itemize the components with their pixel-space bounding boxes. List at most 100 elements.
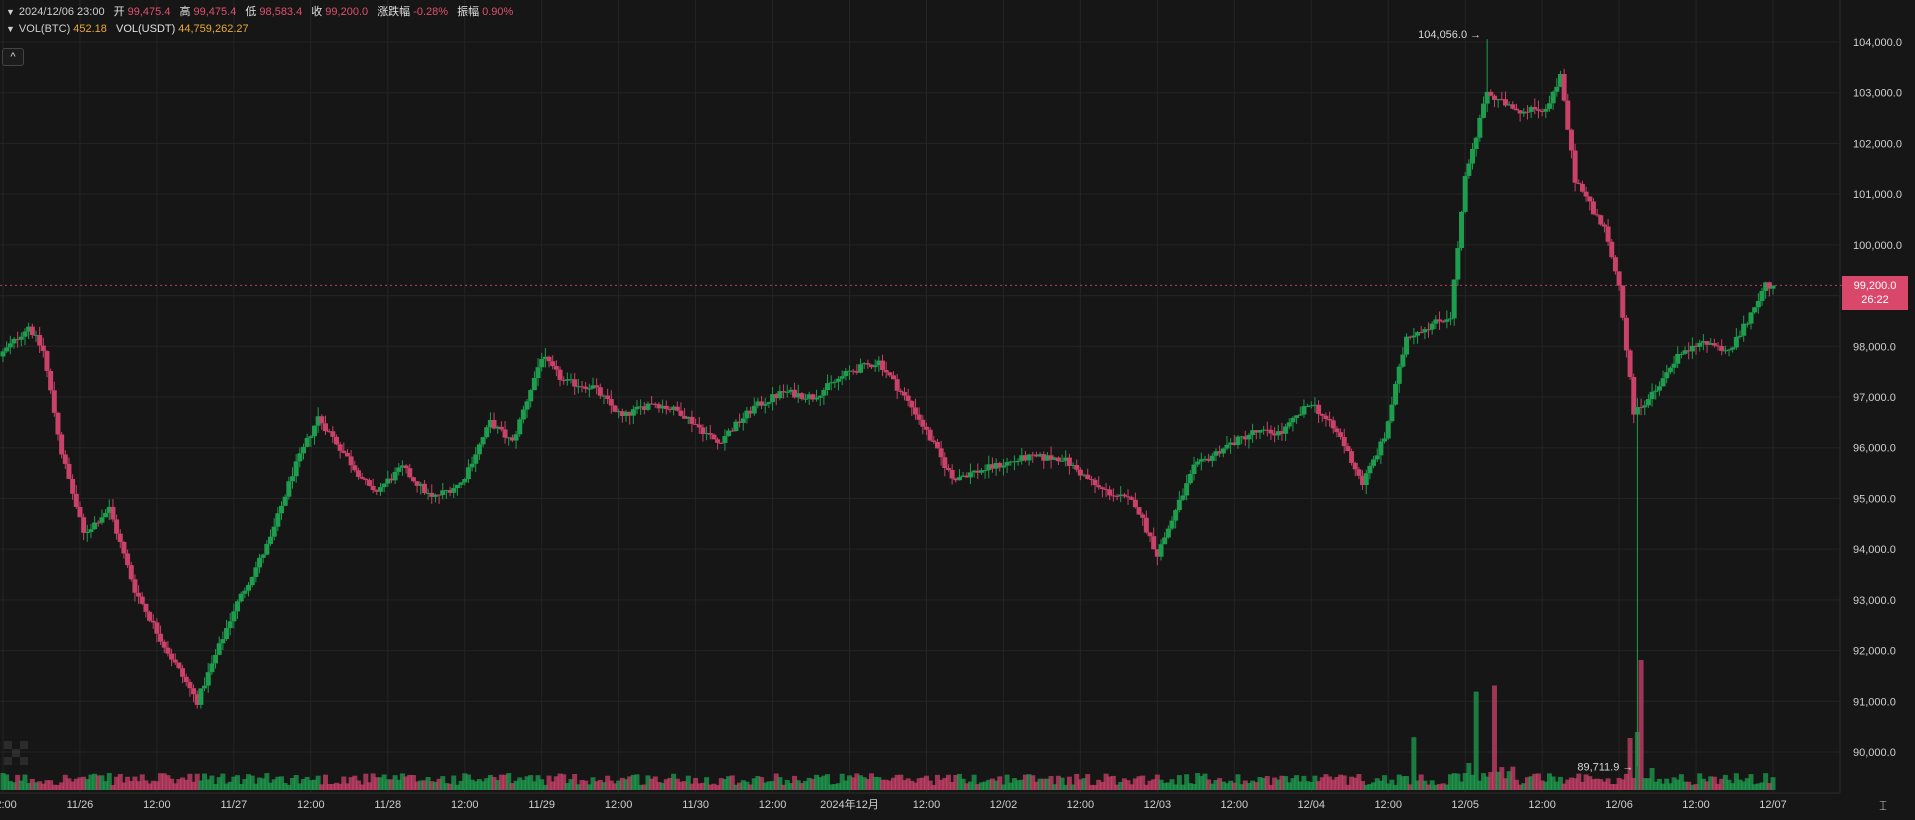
candle-body	[1316, 404, 1322, 415]
candle-body	[1389, 404, 1395, 422]
volume-bar	[1085, 774, 1091, 790]
candle-body	[1543, 108, 1549, 112]
volume-bar	[7, 780, 13, 790]
volume-bar	[1429, 780, 1435, 790]
candle-body	[106, 506, 112, 513]
volume-bar	[1268, 784, 1274, 790]
volume-bar	[1561, 783, 1567, 790]
volume-bar	[1140, 775, 1146, 790]
candle-body	[1121, 494, 1127, 497]
volume-bar	[1473, 691, 1479, 790]
volume-bar	[693, 777, 699, 790]
x-tick-label: 12:00	[143, 799, 171, 811]
y-tick-label: 101,000.0	[1853, 189, 1902, 201]
volume-bar	[1726, 779, 1732, 790]
volume-bar	[264, 773, 270, 790]
volume-bar	[671, 773, 677, 790]
candle-body	[73, 493, 79, 507]
volume-bar	[238, 783, 244, 790]
candle-body	[1191, 464, 1197, 474]
candle-body	[1224, 444, 1230, 449]
volume-bar	[766, 781, 772, 790]
candle-body	[1433, 319, 1439, 324]
volume-bar	[465, 774, 471, 790]
volume-bar	[733, 784, 739, 790]
volume-bar	[1543, 781, 1549, 790]
candle-body	[40, 345, 46, 352]
vol-usdt-label: VOL(USDT)	[115, 23, 176, 35]
volume-bar	[311, 779, 317, 790]
candle-body	[931, 440, 937, 442]
candle-body	[1052, 457, 1058, 460]
volume-bar	[1088, 784, 1094, 790]
volume-bar	[1213, 780, 1219, 790]
volume-bar	[355, 780, 361, 790]
candle-body	[978, 470, 984, 473]
candle-body	[1506, 104, 1512, 106]
volume-bar	[1546, 773, 1552, 790]
candle-body	[1286, 422, 1292, 427]
candle-body	[1378, 441, 1384, 456]
axis-scale-icon[interactable]: ⌶	[1879, 798, 1887, 813]
candle-body	[161, 641, 167, 648]
candle-body	[1220, 448, 1226, 454]
candle-body	[300, 446, 306, 454]
candle-body	[685, 416, 691, 419]
candle-body	[1528, 107, 1534, 112]
volume-bar	[1125, 780, 1131, 790]
volume-bar	[1568, 777, 1574, 790]
candle-body	[1579, 183, 1585, 192]
volume-bar	[1664, 778, 1670, 790]
candle-body	[1228, 442, 1234, 445]
volume-bar	[869, 773, 875, 790]
collapse-button[interactable]: ^	[2, 48, 24, 66]
candle-body	[839, 376, 845, 379]
volume-bar	[520, 780, 526, 790]
candle-body	[213, 654, 219, 664]
volume-bar	[1627, 738, 1633, 790]
candle-body	[352, 465, 358, 471]
volume-bar	[748, 784, 754, 790]
candle-body	[1609, 241, 1615, 258]
candle-body	[462, 479, 468, 483]
volume-bar	[942, 777, 948, 790]
volume-bar	[1437, 784, 1443, 790]
candle-body	[1671, 363, 1677, 368]
candle-body	[257, 557, 263, 568]
candle-body	[1638, 407, 1644, 409]
volume-bar	[568, 779, 574, 790]
volume-bar	[399, 773, 405, 790]
chevron-down-icon[interactable]: ▼	[6, 24, 15, 34]
volume-bar	[887, 780, 893, 790]
candle-body	[788, 389, 794, 392]
volume-bar	[1444, 784, 1450, 790]
volume-bar	[707, 784, 713, 790]
volume-bar	[235, 775, 241, 790]
candle-body	[803, 398, 809, 400]
candle-body	[1711, 343, 1717, 346]
candle-countdown: 26:22	[1861, 294, 1889, 307]
candle-body	[1704, 341, 1710, 345]
volume-bar	[66, 778, 72, 790]
change-label: 涨跌幅	[377, 6, 411, 18]
volume-bar	[843, 780, 849, 790]
candle-body	[396, 467, 402, 472]
volume-bar	[421, 780, 427, 790]
volume-bar	[1495, 771, 1501, 790]
volume-bar	[469, 779, 475, 790]
candle-body	[967, 472, 973, 478]
volume-bar	[1605, 778, 1611, 790]
y-tick-label: 98,000.0	[1853, 341, 1896, 353]
volume-bar	[682, 781, 688, 790]
volume-bar	[1015, 780, 1021, 790]
candle-body	[403, 465, 409, 469]
volume-bar	[84, 779, 90, 790]
x-tick-label: 12:00	[605, 799, 633, 811]
volume-bar	[1704, 781, 1710, 790]
candle-body	[1154, 549, 1160, 557]
chevron-down-icon[interactable]: ▼	[6, 7, 15, 17]
volume-bar	[1228, 780, 1234, 790]
volume-bar	[1008, 782, 1014, 790]
volume-bar	[1151, 779, 1157, 790]
